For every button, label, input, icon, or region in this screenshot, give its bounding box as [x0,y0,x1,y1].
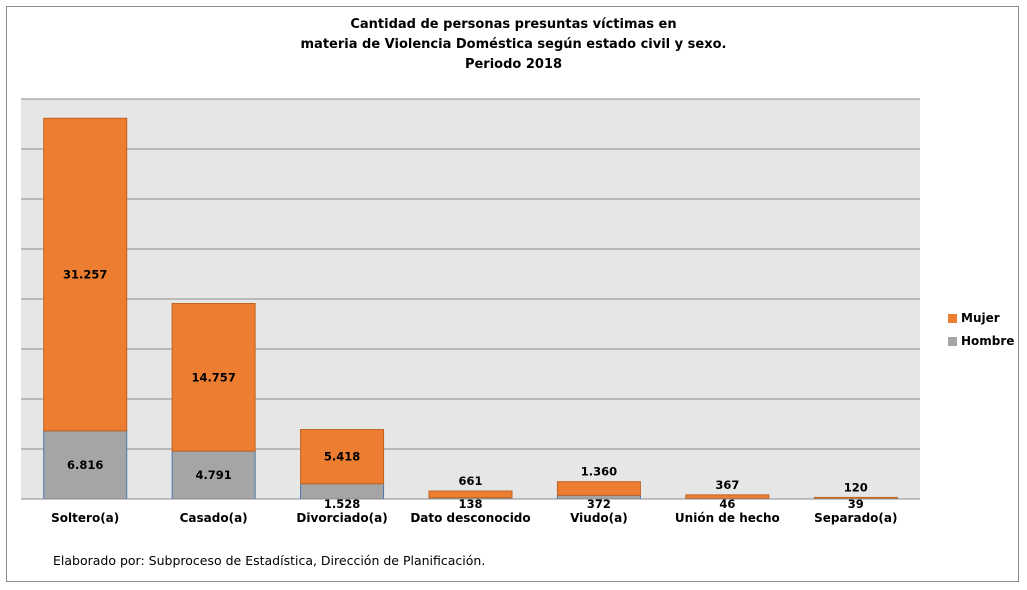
x-tick-label: Divorciado(a) [296,511,387,525]
data-label-hombre: 372 [587,497,611,511]
legend-item-hombre: Hombre [948,334,1014,348]
chart-title-line-3: Periodo 2018 [464,57,563,72]
legend-label-hombre: Hombre [961,334,1015,348]
x-tick-label: Casado(a) [180,511,248,525]
data-label-hombre: 46 [719,497,735,511]
data-label-mujer: 14.757 [191,370,235,384]
x-tick-label: Soltero(a) [51,511,119,525]
legend-swatch-hombre [948,336,957,346]
bar-mujer [556,481,641,496]
bar-mujer [43,117,128,432]
data-label-hombre: 4.791 [195,468,231,482]
bar-mujer [300,429,385,485]
x-tick-label: Viudo(a) [570,511,628,525]
chart-title-line-1: Cantidad de personas presuntas víctimas … [350,17,677,32]
bar-mujer [428,490,513,499]
data-label-mujer: 1.360 [581,465,617,479]
data-label-hombre: 39 [848,497,864,511]
legend-item-mujer: Mujer [948,311,1000,325]
legend-swatch-mujer [948,313,957,323]
data-label-hombre: 138 [458,497,482,511]
data-label-mujer: 367 [715,478,739,492]
data-label-mujer: 120 [844,480,868,494]
legend-label-mujer: Mujer [961,311,1000,325]
data-label-mujer: 5.418 [324,450,360,464]
data-label-mujer: 661 [458,474,482,488]
bar-hombre [171,450,256,500]
chart-title-line-2: materia de Violencia Doméstica según est… [300,37,727,52]
data-label-mujer: 31.257 [63,268,107,282]
bar-hombre [43,430,128,500]
data-label-hombre: 6.816 [67,458,103,472]
x-tick-label: Unión de hecho [675,511,780,525]
x-tick-label: Dato desconocido [410,511,530,525]
bar-mujer [171,303,256,452]
source-note: Elaborado por: Subproceso de Estadística… [53,553,486,568]
x-tick-label: Separado(a) [814,511,897,525]
data-label-hombre: 1.528 [324,497,360,511]
